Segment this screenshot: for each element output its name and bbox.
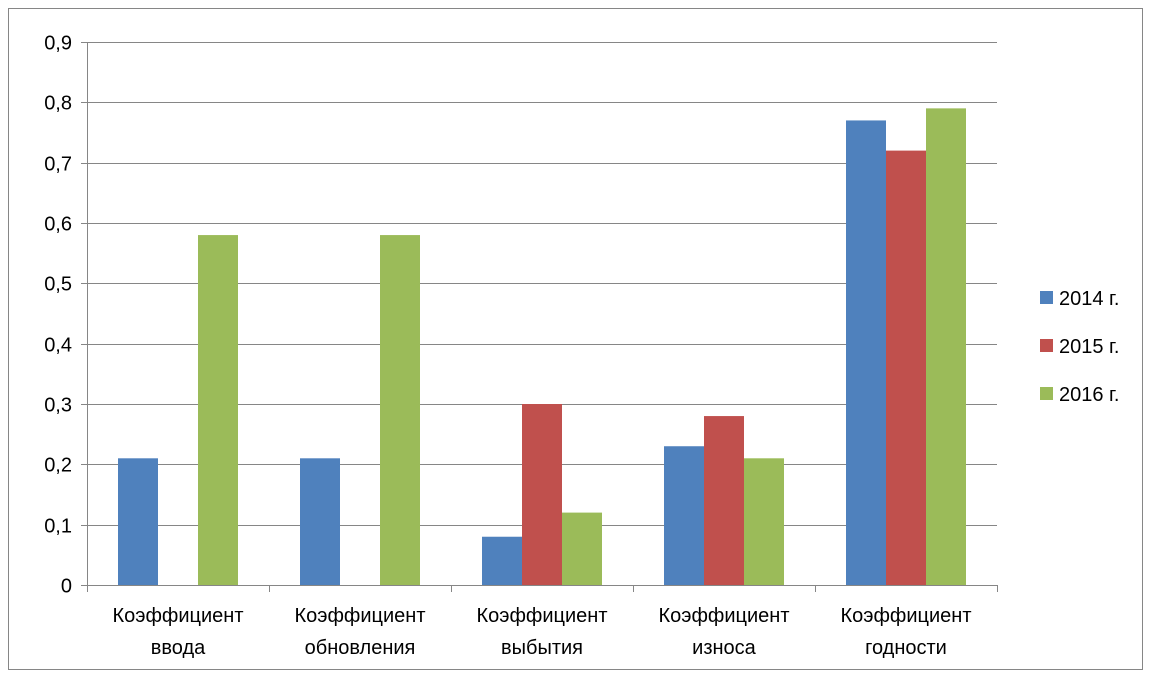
y-tick-label: 0,5 [44,274,72,296]
y-tick-label: 0,7 [44,154,72,176]
x-category-label: ввода [151,637,206,659]
y-tick-label: 0,8 [44,93,72,115]
legend-label: 2016 г. [1059,384,1119,406]
x-category-label: Коэффициент [658,605,789,627]
bar-2 [704,416,744,585]
bar-3 [562,512,602,585]
bar-1 [482,536,522,585]
y-tick-label: 0,1 [44,516,72,538]
y-tick-label: 0,9 [44,33,72,55]
bar-3 [926,108,966,585]
legend: 2014 г. 2015 г. 2016 г. [1040,288,1119,406]
legend-swatch [1040,291,1053,304]
x-category-label: выбытия [501,637,583,659]
x-category-label: годности [865,637,947,659]
bars [118,108,966,586]
axes: 0 0,1 0,2 0,3 0,4 0,5 0,6 0,7 0,8 0,9 Коэффициент в… [44,33,998,659]
y-tick-label: 0,4 [44,335,72,357]
y-tick-label: 0 [61,576,72,598]
legend-label: 2014 г. [1059,288,1119,310]
x-category-label: Коэффициент [112,605,243,627]
bar-2 [886,150,926,585]
legend-label: 2015 г. [1059,336,1119,358]
bar-1 [300,458,340,585]
x-category-label: Коэффициент [840,605,971,627]
bar-1 [664,446,704,585]
bar-3 [744,458,784,585]
y-tick-label: 0,2 [44,455,72,477]
bar-3 [380,235,420,586]
bar-1 [118,458,158,585]
legend-swatch [1040,339,1053,352]
y-tick-label: 0,3 [44,395,72,417]
legend-swatch [1040,387,1053,400]
y-tick-label: 0,6 [44,214,72,236]
bar-2 [522,404,562,585]
gridlines [87,42,997,526]
x-category-label: обновления [305,637,416,659]
x-category-label: износа [692,637,757,659]
bar-1 [846,120,886,585]
x-category-label: Коэффициент [294,605,425,627]
x-category-label: Коэффициент [476,605,607,627]
bar-3 [198,235,238,586]
